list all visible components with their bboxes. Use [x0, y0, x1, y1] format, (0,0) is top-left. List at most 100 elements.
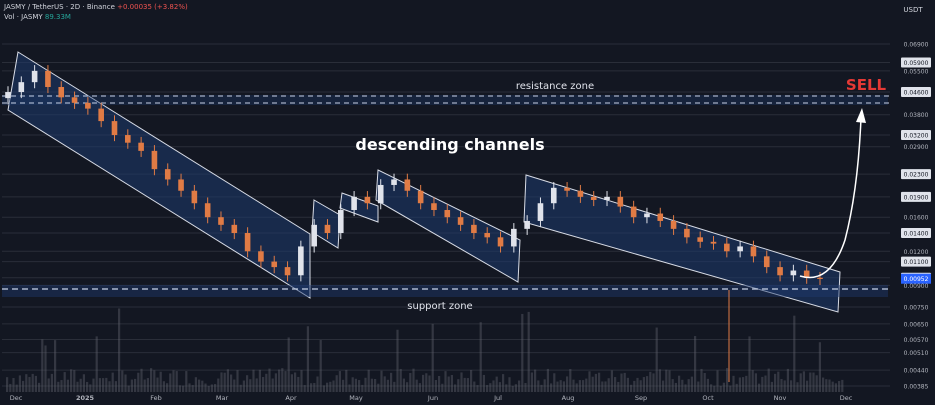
candle-body [471, 224, 477, 234]
volume-bar [210, 384, 213, 392]
support-zone-label: support zone [407, 301, 472, 312]
volume-bar [348, 384, 351, 392]
candle-body [231, 224, 238, 234]
volume-bar [406, 382, 409, 392]
volume-bar [463, 377, 466, 392]
volume-bar [153, 370, 156, 392]
volume-bar [322, 385, 325, 392]
volume-bar [738, 377, 741, 392]
volume-bar [783, 380, 786, 392]
volume-bar [598, 372, 601, 392]
volume-bar [559, 380, 562, 392]
month-tick-label: Oct [702, 394, 714, 402]
volume-bar [185, 371, 188, 392]
volume-bar [476, 385, 479, 392]
volume-bar [319, 340, 322, 392]
volume-bar [572, 379, 575, 392]
candle-body [790, 270, 797, 276]
volume-bar [73, 370, 76, 392]
volume-bar [639, 380, 642, 392]
volume-bar [399, 368, 402, 392]
volume-bar [473, 381, 476, 392]
volume-bar [658, 369, 661, 392]
candle-body [284, 267, 291, 276]
volume-bar [530, 372, 533, 392]
volume-bar [6, 377, 9, 392]
candle-body [111, 121, 118, 136]
volume-bar [274, 373, 277, 392]
volume-bar [498, 382, 501, 392]
price-tick-label: 0.01100 [904, 259, 929, 266]
candlesticks [5, 65, 823, 382]
candle-body [604, 196, 610, 200]
volume-bar [111, 372, 114, 392]
price-tag [901, 169, 931, 180]
candle-body [457, 217, 464, 225]
volume-bar [57, 381, 60, 392]
volume-bar [607, 378, 610, 392]
volume-bar [409, 372, 412, 392]
volume-bar [137, 372, 140, 392]
candle-body [244, 233, 251, 252]
price-tick-label: 0.00385 [904, 384, 929, 391]
volume-bar [815, 375, 818, 392]
volume-bar [146, 378, 149, 392]
candle-body [564, 187, 570, 191]
volume-bar [543, 379, 546, 392]
candle-body [763, 256, 770, 268]
volume-bar [265, 373, 268, 392]
candle-body [644, 213, 650, 218]
volume-bar [642, 377, 645, 392]
volume-bar [726, 368, 729, 392]
volume-bar [806, 380, 809, 392]
volume-bar [770, 381, 773, 392]
volume-bar [82, 374, 85, 392]
volume-bar [86, 381, 89, 392]
candle-body [138, 142, 144, 151]
volume-bar [774, 373, 777, 392]
volume-bar [402, 378, 405, 392]
volume-bar [150, 368, 153, 392]
volume-bar [335, 375, 338, 392]
volume-bar [662, 380, 665, 392]
descending-channels-label: descending channels [355, 135, 544, 154]
candle-body [204, 203, 211, 218]
candle-body [71, 97, 78, 103]
volume-bar [838, 381, 841, 392]
candle-body [391, 179, 397, 185]
price-tick-label: 0.02300 [904, 172, 929, 179]
volume-bar [329, 381, 332, 392]
candle-body [178, 179, 184, 191]
price-tick-label: 0.06900 [904, 42, 929, 49]
volume-bar [396, 329, 399, 392]
volume-bar [182, 385, 185, 392]
volume-bar [239, 384, 242, 392]
price-zones [2, 95, 890, 297]
month-tick-label: Jun [427, 394, 438, 402]
volume-bar [367, 369, 370, 392]
volume-bar [255, 378, 258, 392]
volume-bar [130, 379, 133, 392]
candle-body [45, 70, 51, 88]
volume-bar [425, 373, 428, 392]
volume-bar [175, 371, 178, 392]
month-tick-label: Dec [10, 394, 23, 402]
sell-signal-label: SELL [846, 76, 887, 94]
candle-body [364, 196, 371, 204]
volume-bar [582, 380, 585, 392]
volume-bar [70, 369, 73, 392]
volume-bar [98, 378, 101, 392]
volume-bar [252, 369, 255, 392]
month-tick-label: Aug [562, 394, 575, 402]
volume-bar [50, 373, 53, 392]
candle-body [484, 233, 491, 238]
volume-bar [626, 377, 629, 392]
volume-bar [194, 377, 197, 392]
volume-bar [393, 381, 396, 392]
volume-bar [188, 383, 191, 392]
volume-bar [34, 375, 37, 392]
volume-bar [578, 380, 581, 392]
candle-body [537, 203, 544, 221]
price-tick-label: 0.00952 [904, 276, 929, 283]
